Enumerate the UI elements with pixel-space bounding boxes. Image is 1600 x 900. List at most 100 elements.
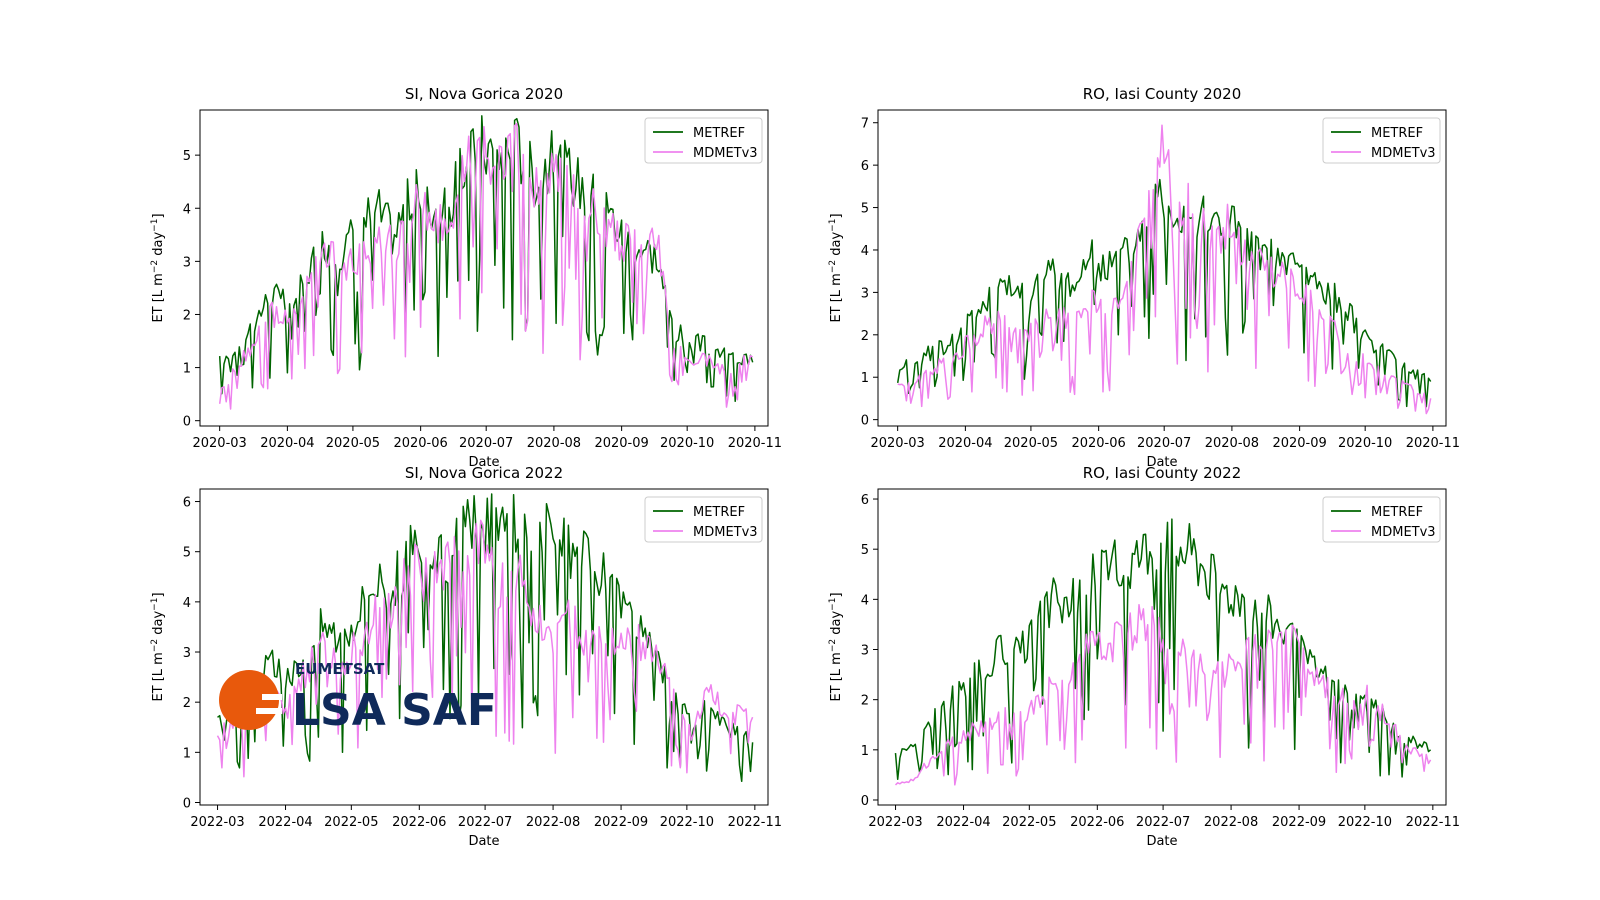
- y-axis-label-part: ET [L m: [151, 273, 166, 322]
- chart-title: SI, Nova Gorica 2020: [405, 85, 563, 103]
- series-line-mdmetv3: [216, 519, 754, 778]
- legend-label-metref: METREF: [1371, 505, 1423, 520]
- y-axis-label: ET [L m−2 day−1]: [828, 592, 844, 701]
- y-axis-label-part: −2: [150, 639, 160, 652]
- legend-label-mdmetv3: MDMETv3: [693, 525, 758, 540]
- x-tick-label: 2020-09: [594, 436, 648, 451]
- x-axis-label: Date: [468, 834, 499, 849]
- series-line-metref: [894, 518, 1432, 781]
- logo-lsa-saf-text: LSA SAF: [292, 685, 497, 736]
- y-tick-label: 4: [861, 244, 869, 259]
- legend-label-mdmetv3: MDMETv3: [1371, 146, 1436, 161]
- x-tick-label: 2022-09: [594, 815, 648, 830]
- logo-sun-mark: [219, 670, 279, 730]
- x-tick-label: 2020-10: [1338, 436, 1392, 451]
- y-tick-label: 5: [861, 543, 869, 558]
- y-tick-label: 2: [183, 696, 191, 711]
- y-tick-label: 0: [183, 415, 191, 430]
- y-axis-label-part: −2: [828, 639, 838, 652]
- y-tick-label: 4: [861, 593, 869, 608]
- x-tick-label: 2022-06: [1070, 815, 1124, 830]
- y-tick-label: 6: [183, 496, 191, 511]
- x-tick-label: 2022-05: [324, 815, 378, 830]
- axes-frame: [199, 488, 769, 806]
- legend-label-mdmetv3: MDMETv3: [693, 146, 758, 161]
- y-tick-label: 0: [183, 796, 191, 811]
- x-tick-label: 2022-10: [1338, 815, 1392, 830]
- x-tick-label: 2020-08: [1205, 436, 1259, 451]
- y-tick-label: 7: [861, 117, 869, 132]
- y-axis-label-part: −1: [828, 598, 838, 611]
- x-tick-label: 2020-11: [728, 436, 782, 451]
- legend-label-metref: METREF: [693, 505, 745, 520]
- x-tick-label: 2020-05: [326, 436, 380, 451]
- legend-label-metref: METREF: [693, 126, 745, 141]
- chart-panel-2: 0 1 2 3 4 5 6 7 2020-03 2020-04 2020-05 2020-06 2020…: [828, 85, 1460, 470]
- y-axis-label-part: −1: [828, 219, 838, 232]
- y-axis-label-part: −1: [150, 598, 160, 611]
- series-line-mdmetv3: [218, 122, 754, 410]
- y-axis-label-part: ET [L m: [829, 273, 844, 322]
- x-tick-label: 2020-04: [260, 436, 314, 451]
- x-axis-label: Date: [1146, 834, 1177, 849]
- x-tick-label: 2022-07: [1136, 815, 1190, 830]
- series-line-mdmetv3: [894, 603, 1432, 786]
- y-axis-label-part: ]: [151, 592, 166, 597]
- chart-panel-3: 0 1 2 3 4 5 6 2022-03 2022-04 2022-05 2022-06 2022-…: [150, 464, 782, 849]
- series-line-metref: [896, 178, 1432, 408]
- x-tick-label: 2020-10: [660, 436, 714, 451]
- y-axis-label-part: ET [L m: [829, 652, 844, 701]
- x-tick-label: 2020-07: [459, 436, 513, 451]
- x-tick-label: 2022-03: [190, 815, 244, 830]
- y-tick-label: 0: [861, 414, 869, 429]
- x-tick-label: 2020-08: [527, 436, 581, 451]
- x-tick-label: 2020-06: [1071, 436, 1125, 451]
- x-tick-label: 2020-03: [192, 436, 246, 451]
- chart-title: RO, Iasi County 2020: [1083, 85, 1242, 103]
- y-tick-label: 1: [183, 362, 191, 377]
- series-line-metref: [218, 115, 754, 403]
- y-tick-label: 5: [183, 149, 191, 164]
- y-tick-label: 3: [183, 255, 191, 270]
- y-axis-label-part: ET [L m: [151, 652, 166, 701]
- lsa-saf-logo: EUMETSAT LSA SAF: [219, 660, 497, 736]
- x-tick-label: 2022-09: [1272, 815, 1326, 830]
- chart-panel-4: 0 1 2 3 4 5 6 2022-03 2022-04 2022-05 2022-06 2022-…: [828, 464, 1460, 849]
- x-tick-label: 2020-03: [870, 436, 924, 451]
- y-tick-label: 6: [861, 493, 869, 508]
- x-tick-label: 2022-11: [728, 815, 782, 830]
- y-tick-label: 1: [861, 371, 869, 386]
- y-tick-label: 5: [861, 202, 869, 217]
- y-axis-label-part: day: [829, 611, 844, 639]
- y-axis-label-part: −1: [150, 219, 160, 232]
- x-tick-label: 2022-08: [526, 815, 580, 830]
- chart-panel-1: 0 1 2 3 4 5 2020-03 2020-04 2020-05 2020-06 2020-0…: [150, 85, 782, 470]
- x-tick-label: 2022-03: [868, 815, 922, 830]
- x-tick-label: 2020-06: [393, 436, 447, 451]
- y-axis-label-part: −2: [150, 260, 160, 273]
- x-tick-label: 2022-05: [1002, 815, 1056, 830]
- y-tick-label: 1: [861, 744, 869, 759]
- y-axis-label: ET [L m−2 day−1]: [828, 213, 844, 322]
- x-tick-label: 2020-11: [1406, 436, 1460, 451]
- y-axis-label: ET [L m−2 day−1]: [150, 213, 166, 322]
- axes-frame: [877, 109, 1447, 427]
- x-tick-label: 2022-08: [1204, 815, 1258, 830]
- y-axis-label-part: ]: [151, 213, 166, 218]
- x-tick-label: 2022-11: [1406, 815, 1460, 830]
- y-tick-label: 3: [861, 286, 869, 301]
- chart-title: SI, Nova Gorica 2022: [405, 464, 563, 482]
- legend-label-metref: METREF: [1371, 126, 1423, 141]
- y-tick-label: 3: [861, 644, 869, 659]
- series-line-mdmetv3: [897, 124, 1432, 415]
- y-tick-label: 1: [183, 746, 191, 761]
- x-tick-label: 2022-04: [936, 815, 990, 830]
- y-tick-label: 2: [861, 694, 869, 709]
- x-tick-label: 2020-04: [938, 436, 992, 451]
- y-tick-label: 6: [861, 159, 869, 174]
- x-tick-label: 2022-06: [392, 815, 446, 830]
- x-tick-label: 2020-09: [1272, 436, 1326, 451]
- y-axis-label-part: day: [151, 611, 166, 639]
- y-tick-label: 4: [183, 202, 191, 217]
